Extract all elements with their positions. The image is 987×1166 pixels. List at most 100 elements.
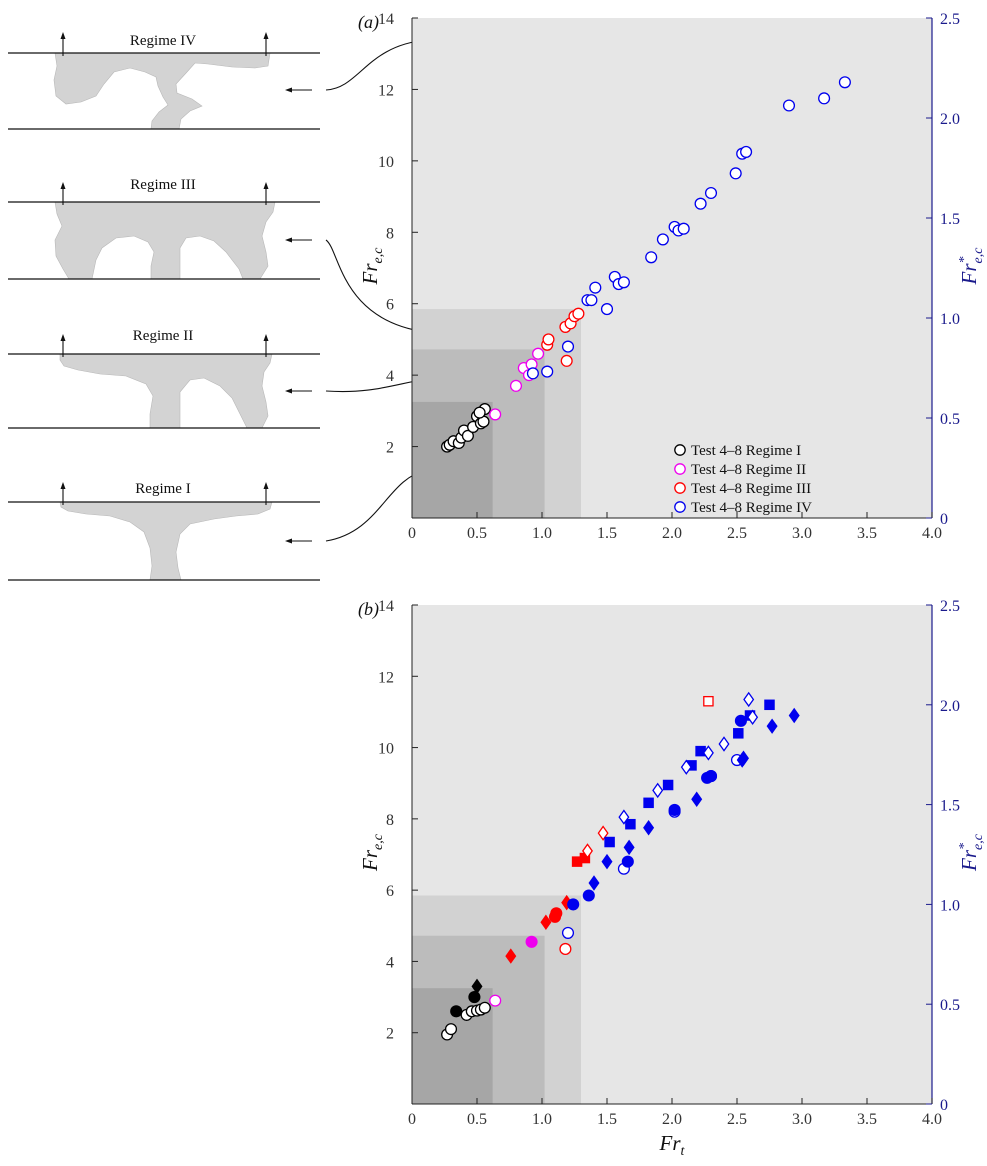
x-tick-label-a: 0 [408, 525, 416, 542]
data-point-regime-iii-diamond-filled [505, 948, 517, 964]
data-point-regime-iv-diamond-filled [766, 718, 778, 734]
legend-label-4: Test 4–8 Regime IV [691, 500, 812, 516]
inflow-arrow-regime-iv [285, 87, 312, 93]
y2-tick-label-a: 0.5 [940, 411, 960, 428]
data-point-regime-iii-circle-open [572, 307, 585, 320]
data-point-regime-iv-circle-filled [582, 889, 595, 902]
chart-panel-a: 0 0.5 1.0 1.5 2.0 2.5 3.0 3.5 4.0 2 4 6 8 10 12 14 0 0.5 1… [358, 11, 986, 542]
data-point-regime-iv-diamond-filled [623, 839, 635, 856]
y2-tick-label-a: 0 [940, 511, 948, 528]
y-tick-label-b: 4 [386, 954, 394, 971]
y-tick-label-a: 12 [378, 82, 394, 99]
legend-marker-4 [674, 501, 686, 513]
data-point-regime-iv-circle-filled [704, 770, 718, 783]
x-tick-label-a: 1.5 [597, 525, 617, 542]
x-tick-label-b: 2.5 [727, 1111, 747, 1128]
data-point-regime-iv-diamond-filled [643, 820, 655, 836]
data-point-regime-iv-diamond-filled [588, 875, 600, 891]
regime-label-i: Regime I [135, 481, 190, 497]
data-point-regime-iv-circle-open [677, 222, 690, 235]
data-point-regime-iv-circle-open [600, 303, 614, 316]
x-tick-label-a: 0.5 [467, 525, 487, 542]
data-point-regime-iv-diamond-open [702, 745, 714, 761]
data-point-regime-iii-circle-open [560, 354, 573, 367]
x-tick-label-b: 4.0 [922, 1111, 942, 1128]
data-point-regime-iv-square-filled [625, 818, 636, 830]
y2-tick-label-b: 2.5 [940, 598, 960, 615]
schematic-regime-iii: Regime III [8, 177, 320, 280]
plume-regime-i [59, 501, 273, 581]
y2-tick-label-b: 1.5 [940, 798, 960, 815]
data-point-regime-i-circle-filled [468, 991, 481, 1004]
y2-tick-label-b: 0.5 [940, 997, 960, 1014]
x-tick-label-a: 3.5 [857, 525, 877, 542]
x-tick-label-a: 4.0 [922, 525, 942, 542]
data-point-regime-iv-diamond-filled [738, 750, 749, 766]
legend-marker-1 [674, 444, 686, 456]
outflow-arrow-right-regime-iii [263, 182, 269, 205]
data-point-regime-iv-circle-open [656, 233, 669, 246]
schematic-regime-iv: Regime IV [8, 32, 320, 130]
legend-label-1: Test 4–8 Regime I [691, 443, 801, 459]
data-point-regime-iii-diamond-open [597, 825, 609, 841]
data-point-regime-iv-circle-open [645, 251, 658, 264]
outflow-arrow-left-regime-iii [60, 182, 66, 205]
data-point-regime-iv-square-filled [764, 699, 775, 711]
data-point-regime-iii-diamond-open [582, 843, 593, 859]
data-point-regime-iv-circle-open [585, 294, 598, 307]
x-tick-label-b: 1.0 [532, 1111, 552, 1128]
regime-label-iv: Regime IV [130, 33, 196, 49]
y-tick-label-b: 10 [378, 741, 394, 758]
panel-label-b: (b) [358, 599, 379, 620]
data-points-a [441, 76, 851, 453]
data-point-regime-iv-circle-open [617, 276, 630, 289]
connector-arrow-regime-ii [325, 378, 427, 393]
data-point-regime-i-circle-open [473, 406, 486, 419]
data-point-regime-iv-diamond-open [747, 709, 759, 725]
data-point-regime-i-circle-open [461, 429, 474, 442]
x-tick-label-b: 0 [408, 1111, 416, 1128]
legend-label-2: Test 4–8 Regime II [691, 462, 806, 478]
data-point-regime-iii-square-open [703, 695, 714, 707]
data-point-regime-iii-circle-open [542, 333, 555, 346]
data-point-regime-iv-circle-open [740, 145, 753, 158]
x-tick-label-b: 0.5 [467, 1111, 487, 1128]
data-point-regime-iv-diamond-open [718, 736, 730, 752]
data-point-regime-ii-circle-open [509, 379, 523, 392]
legend-marker-2 [674, 463, 686, 475]
data-point-regime-iv-diamond-filled [601, 853, 613, 870]
y2-tick-label-b: 1.0 [940, 897, 960, 914]
data-point-regime-iv-square-filled [662, 779, 674, 791]
data-point-regime-i-circle-filled [450, 1005, 463, 1018]
data-point-regime-iv-circle-open [818, 92, 831, 105]
y-tick-label-a: 10 [378, 154, 394, 171]
y-axis-title-a: Fre,c [358, 247, 386, 286]
data-point-regime-iii-circle-open [559, 942, 572, 956]
x-tick-label-a: 1.0 [532, 525, 552, 542]
y-tick-label-a: 8 [386, 225, 394, 242]
data-point-regime-iv-circle-open [561, 340, 575, 353]
data-point-regime-iv-circle-filled [668, 803, 681, 816]
chart-panel-b: 0 0.5 1.0 1.5 2.0 2.5 3.0 3.5 4.0 2 4 6 8 10 12 14 0 0.5 1… [358, 598, 986, 1159]
y2-axis-title-b: Fr*e,c [957, 833, 986, 872]
y-tick-label-b: 14 [378, 598, 394, 615]
y-tick-label-b: 6 [386, 883, 394, 900]
data-point-regime-iv-diamond-filled [788, 707, 800, 724]
data-points-b [441, 691, 800, 1041]
data-point-regime-iii-circle-filled [550, 907, 563, 920]
connector-arrow-regime-iii [325, 239, 427, 333]
data-point-regime-iv-circle-filled [567, 898, 580, 911]
legend-label-3: Test 4–8 Regime III [691, 481, 811, 497]
inflow-arrow-regime-i [285, 538, 312, 544]
outflow-arrow-left-regime-iv [60, 32, 66, 56]
y2-tick-label-b: 0 [940, 1097, 948, 1114]
y-tick-label-b: 8 [386, 812, 394, 829]
data-point-regime-iv-circle-open [589, 281, 602, 294]
data-point-regime-iv-square-filled [695, 745, 706, 757]
outflow-arrow-left-regime-ii [60, 334, 66, 357]
data-point-regime-ii-circle-open [532, 347, 545, 360]
data-point-regime-iv-square-filled [733, 728, 744, 739]
y-tick-label-a: 2 [386, 440, 394, 457]
data-point-regime-iv-diamond-open [652, 782, 664, 799]
